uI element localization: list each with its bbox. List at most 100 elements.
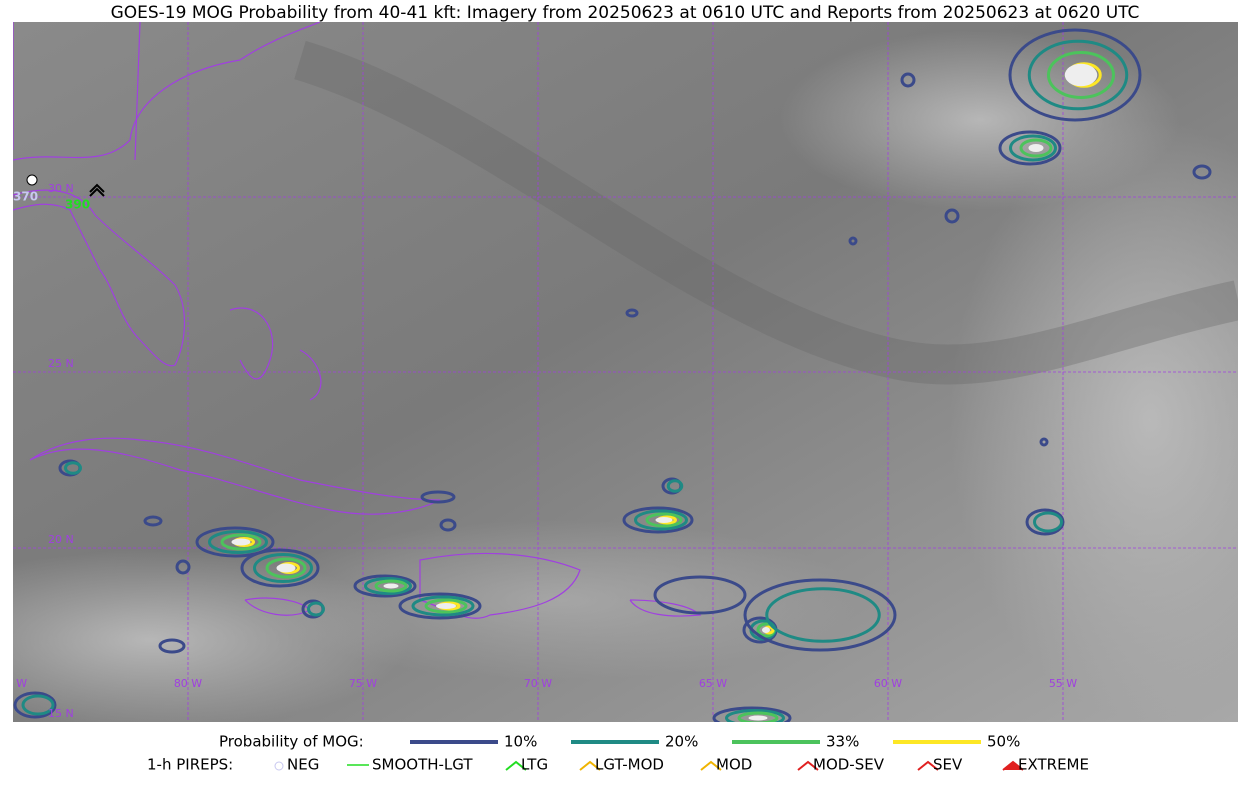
cloud-core [655, 517, 673, 523]
contour [374, 579, 408, 593]
legend-label: SMOOTH-LGT [372, 756, 473, 774]
contour [712, 706, 792, 722]
contour [1008, 28, 1142, 122]
contour [666, 479, 684, 493]
cloud-core [436, 603, 456, 609]
legend-label: MOD [716, 756, 752, 774]
contour [364, 577, 412, 595]
cloud [260, 520, 860, 680]
cloud [950, 120, 1238, 720]
lon-label: 65 W [699, 677, 727, 690]
contour [1192, 164, 1212, 180]
contour [622, 506, 694, 534]
contour [420, 490, 456, 504]
legend-label: 50% [987, 733, 1020, 751]
contour [1039, 437, 1049, 447]
contour [998, 130, 1062, 166]
report-label: 390 [65, 198, 90, 212]
lon-label: 60 W [874, 677, 902, 690]
contour [765, 587, 881, 643]
cloud-core [748, 715, 768, 721]
contour [725, 709, 785, 722]
contour [1033, 511, 1063, 533]
contour [653, 575, 747, 615]
cloud-core [231, 538, 251, 546]
cloud-core [762, 627, 770, 633]
contour [634, 509, 688, 531]
contour [240, 548, 320, 588]
lon-label: 55 W [1049, 677, 1077, 690]
legend-icon [1002, 760, 1024, 771]
pirep-reports: 370 390 [13, 174, 105, 212]
graticule-labels: 30 N 25 N 20 N 15 N 85 W 80 W 75 W 70 W 65 W 60 W… [0, 182, 1077, 720]
contour [220, 533, 262, 551]
lon-label: 80 W [174, 677, 202, 690]
cloud-core [1064, 63, 1098, 87]
lat-label: 20 N [48, 533, 74, 546]
contour [411, 595, 475, 617]
contour [64, 461, 82, 475]
contour [900, 72, 916, 88]
legend: Probability of MOG: 10% 20% 33% 50% 1-h PIREP… [147, 733, 1089, 774]
lon-label: 85 W [0, 677, 27, 690]
contour [1009, 134, 1057, 162]
legend-title: 1-h PIREPS: [147, 756, 233, 774]
contour [944, 208, 960, 224]
lon-label: 70 W [524, 677, 552, 690]
report-label: 370 [13, 190, 38, 204]
legend-label: 10% [504, 733, 537, 751]
contour [208, 530, 268, 554]
lat-label: 25 N [48, 357, 74, 370]
lat-label: 30 N [48, 182, 74, 195]
graticule [13, 22, 1238, 722]
legend-label: 33% [826, 733, 859, 751]
legend-label: LGT-MOD [595, 756, 664, 774]
legend-label: NEG [287, 756, 319, 774]
cloud-core [276, 563, 296, 573]
contour [195, 526, 275, 558]
neg-icon [26, 174, 38, 186]
title: GOES-19 MOG Probability from 40-41 kft: … [111, 3, 1140, 23]
contour [143, 515, 163, 527]
dry-band [294, 40, 1238, 385]
legend-label: LTG [521, 756, 548, 774]
contour [1027, 39, 1129, 111]
contour [424, 598, 468, 614]
legend-label: EXTREME [1018, 756, 1089, 774]
legend-label: SEV [933, 756, 963, 774]
mog-contours [13, 28, 1212, 722]
lat-label: 15 N [48, 707, 74, 720]
contour [398, 592, 482, 620]
contour [848, 236, 858, 246]
legend-label: 20% [665, 733, 698, 751]
contour [1019, 138, 1053, 158]
contour [253, 553, 313, 583]
contour [13, 691, 57, 719]
contour [21, 694, 55, 716]
legend-title: Probability of MOG: [219, 733, 364, 751]
cloud-core [383, 583, 399, 589]
contour [743, 578, 897, 652]
legend-icon [797, 760, 819, 771]
legend-icon [579, 760, 601, 771]
contour [439, 518, 457, 532]
contour [353, 574, 417, 598]
legend-icon [274, 761, 284, 771]
legend-icon [917, 760, 939, 771]
contour [158, 638, 186, 654]
contour [307, 601, 325, 617]
ltg-icon [89, 183, 105, 197]
cloud-core [1028, 144, 1044, 152]
map: 30 N 25 N 20 N 15 N 85 W 80 W 75 W 70 W 65 W 60 W… [0, 22, 1238, 722]
lon-label: 75 W [349, 677, 377, 690]
contour [645, 512, 683, 528]
contour [625, 308, 639, 318]
contour [175, 559, 191, 575]
contour [1047, 51, 1115, 99]
legend-label: MOD-SEV [813, 756, 885, 774]
legend-icon [700, 760, 722, 771]
contour [265, 557, 307, 579]
contour [737, 711, 779, 722]
legend-icon [505, 760, 527, 771]
